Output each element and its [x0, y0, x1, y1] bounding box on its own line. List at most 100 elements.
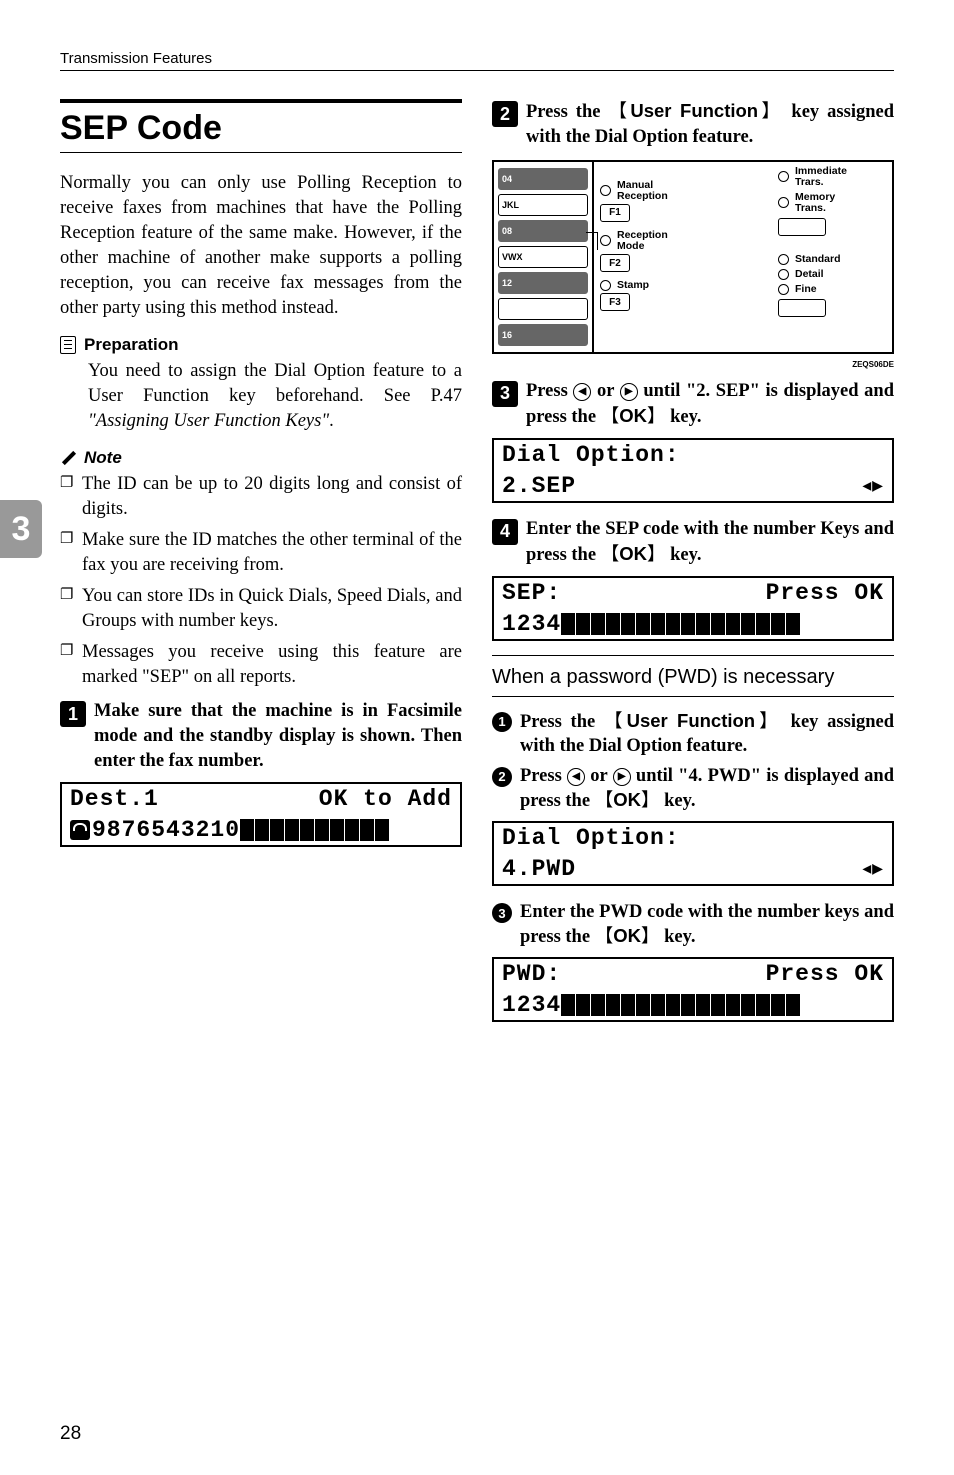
lcd-display-5: PWD: Press OK 1234	[492, 957, 894, 1022]
radio-icon	[600, 185, 611, 196]
sub-step-2: 2 Press ◀ or ▶ until "4. PWD" is display…	[492, 764, 894, 813]
keypad-mid: ManualReception F1 ReceptionMode F2 Stam…	[594, 162, 772, 352]
lcd3-num: 1234	[502, 611, 561, 637]
radio-icon	[778, 197, 789, 208]
kp-btn-12: 12	[498, 272, 588, 294]
lcd-display-1: Dest.1 OK to Add 9876543210	[60, 782, 462, 847]
pencil-icon	[60, 449, 78, 467]
note-item: Messages you receive using this feature …	[60, 640, 462, 690]
ss1a: Press the	[520, 712, 604, 732]
lbl-fine: Fine	[795, 284, 817, 295]
sub-1-text: Press the 【User Function】 key assigned w…	[520, 709, 894, 758]
lcd4-r2: 4.PWD	[502, 856, 576, 882]
sub-2-text: Press ◀ or ▶ until "4. PWD" is displayed…	[520, 764, 894, 813]
lcd3-r: Press OK	[766, 580, 884, 606]
radio-icon	[778, 284, 789, 295]
section-title: SEP Code	[60, 99, 462, 153]
lcd5-l: PWD:	[502, 961, 561, 987]
step-number-icon: 3	[492, 381, 518, 407]
kp-btn-vwx: VWX	[498, 246, 588, 268]
s4b: OK	[619, 543, 647, 564]
lcd-display-3: SEP: Press OK 1234	[492, 576, 894, 641]
s2a: Press the	[526, 102, 608, 122]
s3a: Press	[526, 381, 573, 401]
step-3: 3 Press ◀ or ▶ until "2. SEP" is display…	[492, 379, 894, 430]
ss1b: User Function	[627, 710, 756, 731]
ss2a: Press	[520, 766, 567, 786]
preparation-heading: Preparation	[60, 335, 462, 355]
note-item: The ID can be up to 20 digits long and c…	[60, 472, 462, 522]
step-number-icon: 4	[492, 519, 518, 545]
lbl-reception: ReceptionMode	[617, 230, 668, 252]
kp-btn-16: 16	[498, 324, 588, 346]
step-2: 2 Press the 【User Function】 key assigned…	[492, 99, 894, 150]
page-icon	[60, 336, 76, 354]
note-item: Make sure the ID matches the other termi…	[60, 528, 462, 578]
ss3b: OK	[613, 925, 641, 946]
ss2d: OK	[613, 789, 641, 810]
prep-text-c: .	[329, 411, 334, 431]
right-column: 2 Press the 【User Function】 key assigned…	[492, 99, 894, 1036]
lcd2-r1: Dial Option:	[502, 442, 680, 468]
lcd5-r: Press OK	[766, 961, 884, 987]
right-arrow-icon: ▶	[613, 768, 631, 786]
lbl-detail: Detail	[795, 269, 824, 280]
step-1: 1 Make sure that the machine is in Facsi…	[60, 699, 462, 774]
sub-number-icon: 2	[492, 767, 512, 787]
lcd3-l: SEP:	[502, 580, 561, 606]
step-3-text: Press ◀ or ▶ until "2. SEP" is displayed…	[526, 379, 894, 430]
phone-icon	[70, 820, 90, 840]
intro-text: Normally you can only use Polling Recept…	[60, 171, 462, 321]
blank-key	[778, 299, 826, 317]
ss3a: Enter the PWD code with the number keys …	[520, 902, 894, 947]
lbl-stamp: Stamp	[617, 280, 649, 291]
page-number: 28	[60, 1423, 81, 1445]
f1-key: F1	[600, 204, 630, 222]
lbl-memory: MemoryTrans.	[795, 192, 835, 214]
left-arrow-icon: ◀	[573, 383, 591, 401]
lcd2-r2: 2.SEP	[502, 473, 576, 499]
step-1-text: Make sure that the machine is in Facsimi…	[94, 699, 462, 774]
blank-key	[778, 218, 826, 236]
fill-blocks	[561, 613, 801, 635]
prep-text-b: "Assigning User Function Keys"	[88, 411, 329, 431]
kp-btn-08: 08	[498, 220, 588, 242]
step-number-icon: 1	[60, 701, 86, 727]
sub-number-icon: 3	[492, 903, 512, 923]
fill-blocks	[561, 994, 801, 1016]
step-4: 4 Enter the SEP code with the number Key…	[492, 517, 894, 568]
subsection-heading: When a password (PWD) is necessary	[492, 655, 894, 697]
connector-line	[586, 232, 598, 250]
radio-icon	[778, 171, 789, 182]
radio-icon	[778, 269, 789, 280]
header-section: Transmission Features	[60, 50, 894, 71]
sub-step-3: 3 Enter the PWD code with the number key…	[492, 900, 894, 949]
s2b: User Function	[630, 100, 758, 121]
s3d: OK	[619, 405, 647, 426]
note-list: The ID can be up to 20 digits long and c…	[60, 472, 462, 690]
lbl-manual: ManualReception	[617, 180, 668, 202]
radio-icon	[600, 235, 611, 246]
kp-btn-04: 04	[498, 168, 588, 190]
preparation-label: Preparation	[84, 335, 178, 355]
step-4-text: Enter the SEP code with the number Keys …	[526, 517, 894, 568]
lcd1-dest: Dest.1	[70, 786, 159, 812]
kp-btn-blank	[498, 298, 588, 320]
lcd-display-4: Dial Option: 4.PWD	[492, 821, 894, 886]
s3e: key.	[665, 407, 701, 427]
diagram-code: ZEQS06DE	[492, 360, 894, 369]
lcd5-num: 1234	[502, 992, 561, 1018]
preparation-body: You need to assign the Dial Option featu…	[88, 359, 462, 434]
ss2b: or	[585, 766, 613, 786]
right-arrow-icon: ▶	[620, 383, 638, 401]
note-item: You can store IDs in Quick Dials, Speed …	[60, 584, 462, 634]
keypad-diagram: 04 JKL 08 VWX 12 16 ManualReception F1 R…	[492, 160, 894, 354]
f3-key: F3	[600, 293, 630, 311]
lcd1-number: 9876543210	[92, 817, 240, 843]
ss2e: key.	[659, 791, 695, 811]
keypad-right: ImmediateTrars. MemoryTrans. Standard De…	[772, 162, 892, 352]
step-2-text: Press the 【User Function】 key assigned w…	[526, 99, 894, 150]
left-column: SEP Code Normally you can only use Polli…	[60, 99, 462, 1036]
lbl-standard: Standard	[795, 254, 841, 265]
radio-icon	[778, 254, 789, 265]
